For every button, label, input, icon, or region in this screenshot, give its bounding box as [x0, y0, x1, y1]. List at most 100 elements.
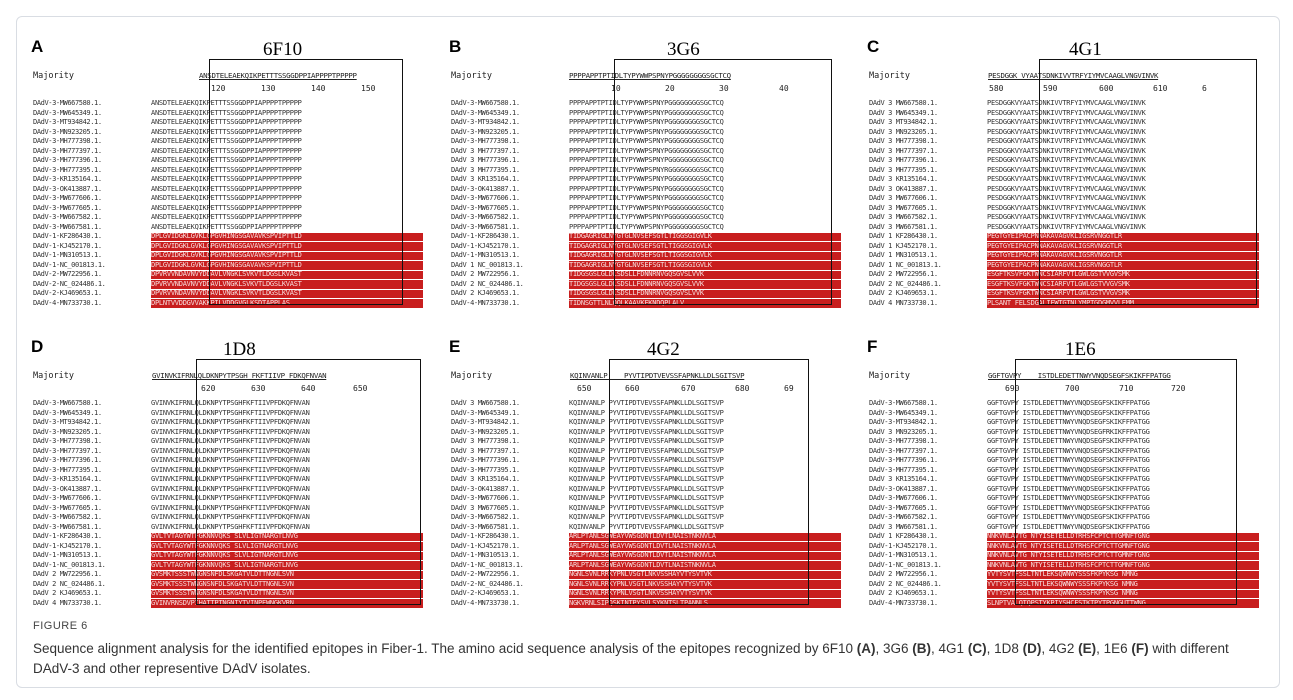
- mismatch-highlight: [1141, 561, 1183, 570]
- mismatch-highlight: [599, 532, 644, 541]
- mismatch-highlight: [764, 251, 804, 260]
- alignment-row: DAdV-3-MH777398.1. GVINVKIFRNLQLDKNPYTPSG…: [33, 437, 423, 447]
- epitope-box: [1039, 59, 1257, 305]
- caption-ref-c[interactable]: (C): [967, 641, 987, 656]
- mismatch-highlight: [644, 570, 684, 579]
- alignment-row: DAdV-4-MN733730.1. TIDNSGTTLNLQQLKAAVKFKN…: [451, 299, 841, 309]
- mismatch-highlight: [774, 532, 814, 541]
- conserved-sequence: PESDGGKVYAATSDNKIVVTRFYIYMVCAAGLVNGVINVK: [987, 128, 1259, 138]
- mismatch-highlight: [804, 242, 841, 251]
- mismatch-highlight: [337, 532, 381, 541]
- sequence-text: KQINVANLP PYVTIPDTVEVSSFAPNKLLDLSGITSVP: [569, 484, 724, 493]
- alignment-panel-f: F 1E6 Majority GGFTGVPY ISTDLEDETTNWYVNQDSE…: [867, 335, 1271, 610]
- mismatch-highlight: [1059, 232, 1103, 241]
- consensus-sequence: ANSDTELEAEKQIKPETTTSSGGDPPIAPPPPTPPPPP: [199, 71, 357, 80]
- alignment-row: DAdV 3 MN923205.1. GGFTGVPY ISTDLEDETTNWY…: [869, 428, 1259, 438]
- mismatch-highlight: [249, 599, 289, 608]
- mismatch-highlight: [569, 580, 599, 589]
- mismatch-highlight: [814, 561, 841, 570]
- mismatch-highlight: [569, 561, 599, 570]
- mismatch-highlight: [1227, 570, 1259, 579]
- isolate-name: DAdV-1-NC_001813.1.: [33, 560, 106, 569]
- mismatch-highlight: [671, 280, 719, 289]
- sequence-text: GGFTGVPY ISTDLEDETTNWYVNQDSEGFSKIKFFPATG…: [987, 418, 1150, 426]
- sequence-text: DPLGVIDGKLGVKLGPGVHINGSGAVAVKSPVIPTTLD: [151, 241, 302, 250]
- isolate-name: DAdV-1-MN310513.1.: [33, 551, 102, 559]
- mismatch-highlight: [249, 570, 289, 579]
- conserved-sequence: PESDGGKVYAATSDNKIVVTRFYIYMVCAAGLVNGVINVK: [987, 147, 1259, 157]
- mismatch-highlight: [191, 280, 221, 289]
- mismatch-highlight: [684, 542, 734, 551]
- conserved-sequence: GGFTGVPY ISTDLEDETTNWYVNQDSEGFSKIKFFPATG…: [987, 437, 1259, 447]
- divergent-sequence: PEGTGYEIPACPNNAKAVAGVKLIGSRVNGGTLR: [987, 251, 1259, 261]
- mismatch-highlight: [1183, 589, 1227, 598]
- alignment-row: DAdV-1-NC_001813.1. ARLPTANLSGWEAYVWSGDNT…: [451, 561, 841, 571]
- caption-ref-d[interactable]: (D): [1022, 641, 1042, 656]
- isolate-name: DAdV-4-MN733730.1.: [451, 598, 520, 607]
- caption-ref-e[interactable]: (E): [1078, 641, 1097, 656]
- alignment-row: DAdV-4-MN733730.1. DPLNTVVDDGVVAKKPILVDDG…: [33, 299, 423, 309]
- sequence-text: YVTYSVTFSSLTNTLEKSQWNWYSSSFKPYKSG NMNG: [987, 579, 1138, 588]
- alignment-row: DAdV-3-MW667582.1. KQINVANLP PYVTIPDTVEVS…: [451, 513, 841, 523]
- caption-ref-f[interactable]: (F): [1131, 641, 1149, 656]
- conserved-sequence: PPPPAPPTPTIDLTYPYWWPSPNYPGGGGGGGGSGCTCQ: [569, 213, 841, 223]
- majority-label: Majority: [869, 71, 910, 81]
- divergent-sequence: GVSMKTSSSTWNGNSNFDLSKGATVLDTTNGNLSVN: [151, 589, 423, 599]
- sequence-text: KQINVANLP PYVTIPDTVEVSSFAPNKLLDLSGITSVP: [569, 399, 724, 407]
- isolate-name: DAdV 1 MN310513.1.: [869, 251, 938, 259]
- sequence-text: PPPPAPPTPTIDLTYPYWWPSPNYPGGGGGGGGSGCTCQ: [569, 108, 724, 117]
- alignment-row: DAdV 3 MW677606.1. PESDGGKVYAATSDNKIVVTRF…: [869, 194, 1259, 204]
- sequence-text: GVINVKIFRNLQLDKNPYTPSGHFKFTIIVPFDKQFNVAN: [151, 484, 310, 493]
- consensus-sequence: PESDGGK VYAATSDNKIVVTRFYIYMVCAAGLVNGVINV…: [988, 71, 1159, 80]
- mismatch-highlight: [1141, 580, 1183, 589]
- mismatch-highlight: [987, 261, 1015, 270]
- mismatch-highlight: [641, 242, 671, 251]
- mismatch-highlight: [644, 561, 684, 570]
- sequence-text: GVINVKIFRNLQLDKNPYTPSGHFKFTIIVPFDKQFNVAN: [151, 399, 310, 407]
- mismatch-highlight: [1055, 570, 1101, 579]
- mismatch-highlight: [406, 242, 423, 251]
- sequence-text: GVLTVTAGYWTFGKNNVQKS SLVLIGTNARGTLNVG: [151, 541, 298, 550]
- caption-ref-b[interactable]: (B): [912, 641, 932, 656]
- conserved-sequence: PPPPAPPTPTIDLTYPYWWPSPNYPGGGGGGGGSGCTCQ: [569, 128, 841, 138]
- mismatch-highlight: [774, 589, 814, 598]
- mismatch-highlight: [987, 242, 1015, 251]
- sequence-text: TIDGSGSLGLDLSDSLLFDNNRNVGQSGVSLVVK: [569, 279, 704, 288]
- mismatch-highlight: [684, 599, 734, 608]
- sequence-text: PEGTGYEIPACPNNAKAVAGVKLIGSRVNGGTLR: [987, 241, 1122, 250]
- mismatch-highlight: [1143, 280, 1191, 289]
- mismatch-highlight: [1221, 251, 1259, 260]
- ruler-tick: 600: [1099, 84, 1114, 93]
- caption-ref-a[interactable]: (A): [856, 641, 876, 656]
- ruler-tick: 630: [251, 384, 266, 393]
- sequence-text: GGFTGVPY ISTDLEDETTNWYVNQDSEGFSKIKFFPATG…: [987, 465, 1150, 474]
- sequence-text: GVSMKTSSSTWNGNSNFDLSKGATVLDTTNGNLSVN: [151, 589, 294, 597]
- alignment-row: DAdV 3 MH777395.1. PESDGGKVYAATSDNKIVVTRF…: [869, 166, 1259, 176]
- mismatch-highlight: [181, 551, 209, 560]
- mismatch-highlight: [1055, 561, 1101, 570]
- alignment-row: DAdV-3-KR135164.1. GVINVKIFRNLQLDKNPYTPSG…: [33, 475, 423, 485]
- conserved-sequence: PESDGGKVYAATSDNKIVVTRFYIYMVCAAGLVNGVINVK: [987, 166, 1259, 176]
- isolate-name: DAdV 3 MH777397.1.: [869, 146, 938, 155]
- alignment-row: DAdV-2-KJ469653.1. DPVRVVNDAVNVYDDAVLVNGK…: [33, 289, 423, 299]
- sequence-text: PPPPAPPTPTIDLTYPYWWPSPNYPGGGGGGGGSGCTCQ: [569, 222, 724, 231]
- conserved-sequence: GGFTGVPY ISTDLEDETTNWYVNQDSEGFSKIKFFPATG…: [987, 418, 1259, 428]
- divergent-sequence: YVTYSVTFSSLTNTLEKSQWNWYSSSFKPYKSG NMNG: [987, 570, 1259, 580]
- mismatch-highlight: [1227, 580, 1259, 589]
- sequence-text: GVINVKIFRNLQLDKNPYTPSGHFKFTIIVPFDKQFNVAN: [151, 418, 310, 426]
- mismatch-highlight: [337, 580, 381, 589]
- isolate-name: DAdV-3-MW667581.1.: [33, 522, 102, 531]
- mismatch-highlight: [641, 232, 671, 241]
- conserved-sequence: PESDGGKVYAATSDNKIVVTRFYIYMVCAAGLVNGVINVK: [987, 223, 1259, 233]
- alignment-row: DAdV-1-KF286430.1. GVLTVTAGYWTFGKNNVQKS S…: [33, 532, 423, 542]
- ruler-tick: 620: [201, 384, 216, 393]
- sequence-text: KQINVANLP PYVTIPDTVEVSSFAPNKLLDLSGITSVP: [569, 408, 724, 417]
- divergent-sequence: ESGFTKSVFGKTWNCSIARFVTLGWLGSTVVGVSMK: [987, 270, 1259, 280]
- alignment-row: DAdV 3 MW677605.1. PESDGGKVYAATSDNKIVVTRF…: [869, 204, 1259, 214]
- conserved-sequence: PPPPAPPTPTIDLTYPYWWPSPNYPGGGGGGGGSGCTCQ: [569, 156, 841, 166]
- mismatch-highlight: [814, 599, 841, 608]
- isolate-name: DAdV-1-NC_001813.1.: [33, 260, 106, 269]
- sequence-text: PESDGGKVYAATSDNKIVVTRFYIYMVCAAGLVNGVINVK: [987, 222, 1146, 231]
- mismatch-highlight: [987, 299, 1015, 308]
- mismatch-highlight: [1183, 570, 1227, 579]
